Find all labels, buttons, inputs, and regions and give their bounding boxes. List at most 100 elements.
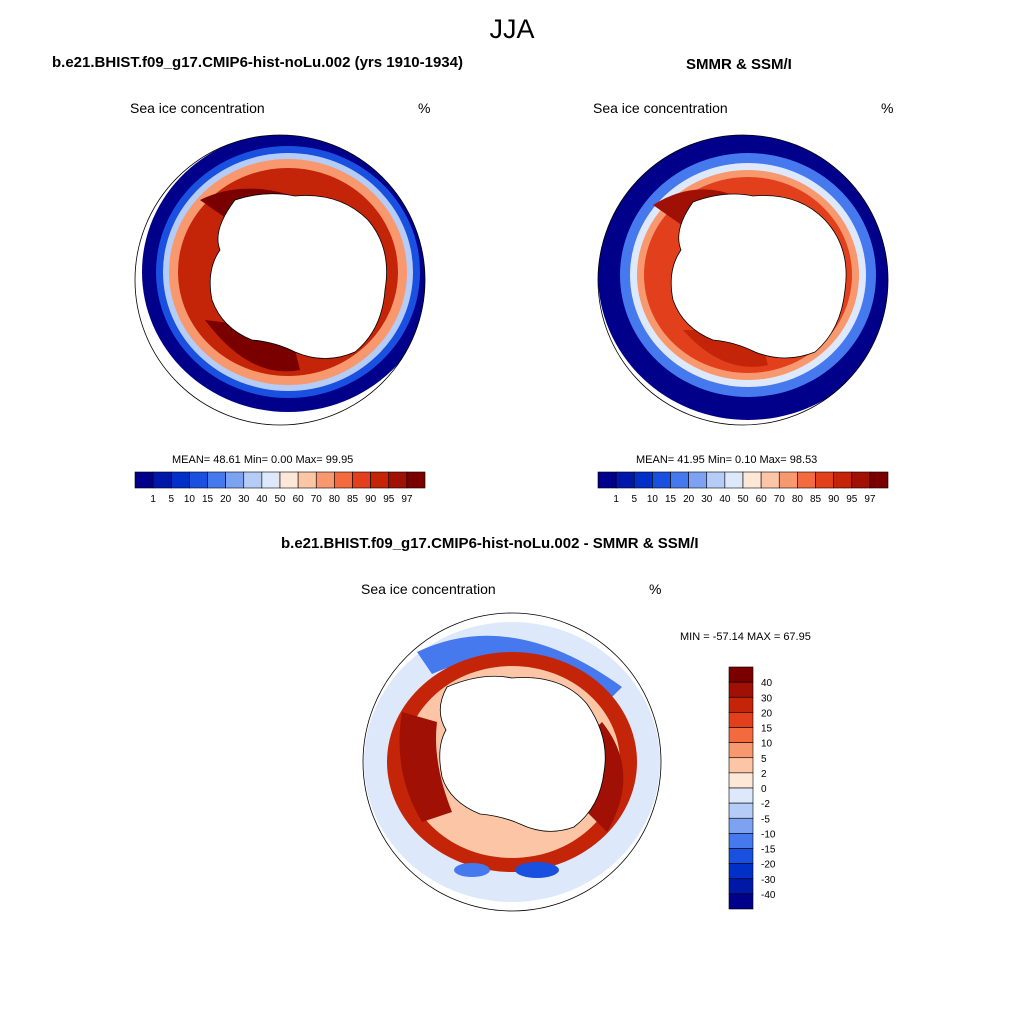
colorbar-difference-swatch <box>728 787 754 804</box>
colorbar-model-tick-label: 5 <box>168 494 174 505</box>
colorbar-difference-swatch <box>728 681 754 698</box>
colorbar-model: 1 5 10 15 20 30 40 50 60 70 80 85 90 95 97 <box>134 471 426 505</box>
colorbar-difference-tick-label: 40 <box>761 678 773 689</box>
colorbar-difference-tick-label: 30 <box>761 693 773 704</box>
colorbar-model-swatch <box>370 471 390 489</box>
colorbar-model-tick-label: 15 <box>202 494 214 505</box>
colorbar-observations-tick-label: 90 <box>828 494 840 505</box>
map-model <box>134 134 426 426</box>
colorbar-difference-tick-label: -20 <box>761 860 776 871</box>
colorbar-difference-swatch <box>728 742 754 759</box>
colorbar-difference-swatch <box>728 848 754 864</box>
colorbar-model-swatch <box>388 471 408 489</box>
colorbar-model-tick-label: 20 <box>220 494 232 505</box>
colorbar-observations-tick-label: 50 <box>737 494 749 505</box>
colorbar-model-swatch <box>207 471 226 489</box>
colorbar-model-tick-label: 70 <box>311 494 323 505</box>
colorbar-model-tick-label: 10 <box>184 494 196 505</box>
colorbar-model-tick-label: 30 <box>238 494 250 505</box>
map-observations <box>597 134 889 426</box>
panel3-title: b.e21.BHIST.f09_g17.CMIP6-hist-noLu.002 … <box>281 535 699 552</box>
colorbar-observations-swatch <box>760 471 780 489</box>
colorbar-model-swatch <box>243 471 263 489</box>
colorbar-observations-swatch <box>797 471 816 489</box>
colorbar-observations-swatch <box>597 471 617 489</box>
colorbar-difference-tick-label: -5 <box>761 814 770 825</box>
colorbar-model-swatch <box>261 471 281 489</box>
colorbar-observations-tick-label: 10 <box>647 494 659 505</box>
colorbar-model-tick-label: 95 <box>383 494 395 505</box>
panel2-stats: MEAN= 41.95 Min= 0.10 Max= 98.53 <box>636 454 818 466</box>
colorbar-model-tick-label: 97 <box>401 494 413 505</box>
colorbar-model-swatch <box>279 471 299 489</box>
colorbar-observations-tick-label: 85 <box>810 494 822 505</box>
colorbar-model-swatch <box>189 471 208 489</box>
colorbar-observations-swatch <box>688 471 708 489</box>
colorbar-observations-swatch <box>851 471 871 489</box>
colorbar-observations: 1 5 10 15 20 30 40 50 60 70 80 85 90 95 97 <box>597 471 889 505</box>
colorbar-difference-swatch <box>728 863 754 880</box>
colorbar-observations-swatch <box>670 471 689 489</box>
colorbar-difference-tick-label: -10 <box>761 829 776 840</box>
colorbar-difference-swatch <box>728 833 754 849</box>
colorbar-observations-swatch <box>833 471 853 489</box>
colorbar-difference-tick-label: -40 <box>761 890 776 901</box>
colorbar-model-tick-label: 60 <box>293 494 305 505</box>
colorbar-difference-tick-label: 20 <box>761 708 773 719</box>
colorbar-difference-swatch <box>728 802 754 819</box>
colorbar-observations-swatch <box>706 471 726 489</box>
colorbar-model-swatch <box>352 471 371 489</box>
panel3-variable-label: Sea ice concentration <box>361 581 496 597</box>
colorbar-observations-swatch <box>742 471 762 489</box>
colorbar-difference-swatch <box>728 817 754 834</box>
panel1-units-label: % <box>418 100 431 116</box>
colorbar-observations-tick-label: 15 <box>665 494 677 505</box>
colorbar-observations-swatch <box>815 471 834 489</box>
map-difference <box>362 612 662 912</box>
colorbar-model-tick-label: 90 <box>365 494 377 505</box>
colorbar-model-tick-label: 80 <box>329 494 341 505</box>
colorbar-model-tick-label: 1 <box>150 494 156 505</box>
colorbar-observations-swatch <box>869 471 889 489</box>
colorbar-difference-tick-label: -2 <box>761 799 770 810</box>
colorbar-model-tick-label: 85 <box>347 494 359 505</box>
colorbar-model-swatch <box>225 471 245 489</box>
colorbar-observations-tick-label: 1 <box>613 494 619 505</box>
panel2-title: SMMR & SSM/I <box>686 56 792 73</box>
colorbar-difference-swatch <box>728 727 754 743</box>
colorbar-difference-tick-label: 2 <box>761 769 767 780</box>
colorbar-difference-tick-label: -30 <box>761 875 776 886</box>
colorbar-difference-swatch <box>728 878 754 895</box>
panel3-stats: MIN = -57.14 MAX = 67.95 <box>680 631 811 643</box>
colorbar-model-swatch <box>406 471 426 489</box>
colorbar-observations-swatch <box>724 471 744 489</box>
colorbar-difference-swatch <box>728 772 754 789</box>
colorbar-observations-tick-label: 20 <box>683 494 695 505</box>
colorbar-observations-swatch <box>615 471 635 489</box>
colorbar-difference-swatch <box>728 757 754 774</box>
colorbar-observations-swatch <box>633 471 653 489</box>
colorbar-model-swatch <box>297 471 317 489</box>
colorbar-model-tick-label: 40 <box>256 494 268 505</box>
colorbar-observations-tick-label: 95 <box>846 494 858 505</box>
colorbar-difference-swatch <box>728 666 754 683</box>
colorbar-difference-swatch <box>728 712 754 728</box>
panel1-stats: MEAN= 48.61 Min= 0.00 Max= 99.95 <box>172 454 354 466</box>
colorbar-difference-tick-label: 0 <box>761 784 767 795</box>
panel2-units-label: % <box>881 100 894 116</box>
colorbar-model-tick-label: 50 <box>274 494 286 505</box>
colorbar-difference-tick-label: 5 <box>761 754 767 765</box>
colorbar-observations-tick-label: 60 <box>756 494 768 505</box>
colorbar-model-swatch <box>170 471 190 489</box>
colorbar-observations-tick-label: 70 <box>774 494 786 505</box>
colorbar-model-swatch <box>334 471 353 489</box>
colorbar-observations-swatch <box>652 471 671 489</box>
figure-title: JJA <box>489 14 535 44</box>
colorbar-observations-swatch <box>778 471 798 489</box>
panel1-variable-label: Sea ice concentration <box>130 100 265 116</box>
colorbar-model-swatch <box>152 471 172 489</box>
panel3-units-label: % <box>649 581 662 597</box>
colorbar-difference-tick-label: 15 <box>761 724 773 735</box>
colorbar-observations-tick-label: 5 <box>631 494 637 505</box>
